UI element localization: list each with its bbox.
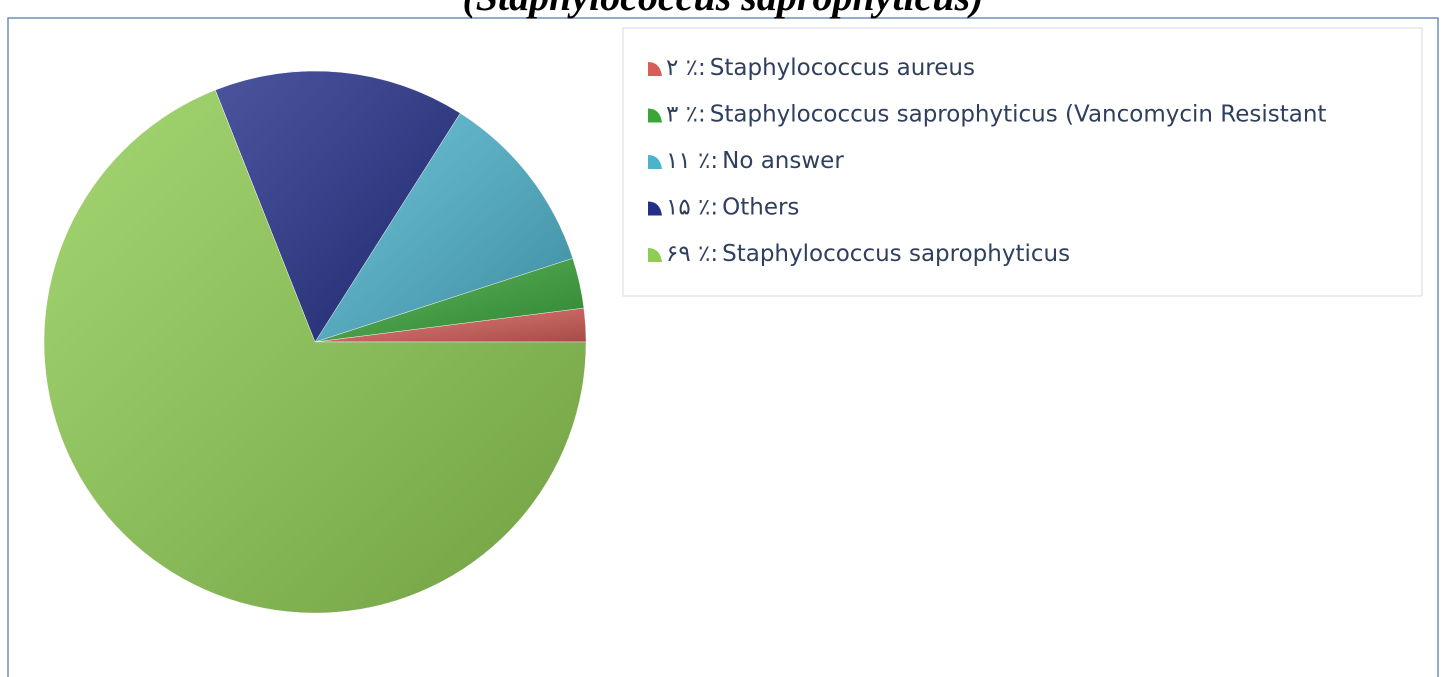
legend-value: ۱۵ ٪: [666, 194, 718, 220]
legend-label: ۱۱ ٪: No answer [666, 148, 844, 174]
slice-shade [315, 113, 573, 342]
legend-label: ۳ ٪: Staphylococcus saprophyticus (Vancom… [666, 101, 1326, 127]
legend-marker [648, 108, 662, 123]
pie [43, 70, 587, 614]
legend-marker [648, 155, 662, 169]
slice-shade [315, 258, 584, 342]
legend-name: Staphylococcus aureus [710, 55, 975, 81]
legend-name: Staphylococcus saprophyticus (Vancomycin… [710, 101, 1327, 127]
legend-label: ۶۹ ٪: Staphylococcus saprophyticus [666, 241, 1070, 267]
legend-value: ۳ ٪: [666, 101, 706, 127]
slice-shade [43, 90, 586, 613]
legend-label: ۱۵ ٪: Others [666, 194, 799, 220]
legend-name: Staphylococcus saprophyticus [722, 241, 1070, 267]
slice-shade [215, 71, 461, 342]
legend-marker [648, 248, 662, 262]
legend-value: ۶۹ ٪: [666, 241, 718, 267]
legend-name: Others [722, 194, 799, 220]
frame [7, 17, 1439, 677]
legend-value: ۲ ٪: [666, 55, 706, 81]
legend-name: No answer [722, 148, 844, 174]
legend-marker [648, 201, 662, 216]
legend-box [622, 27, 1423, 297]
chart-title: (Staphylococcus saprophyticus) [462, 0, 983, 19]
legend-marker [648, 62, 662, 76]
legend-value: ۱۱ ٪: [666, 148, 718, 174]
legend-label: ۲ ٪: Staphylococcus aureus [666, 55, 975, 81]
